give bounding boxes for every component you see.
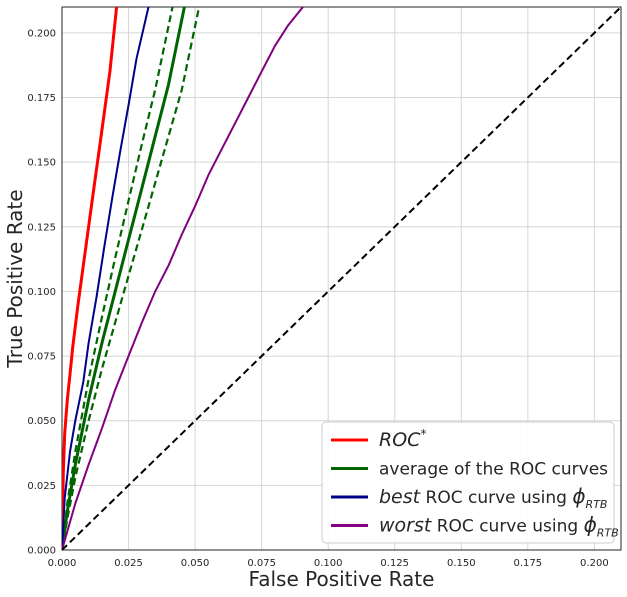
legend-box [321, 421, 615, 544]
x-tick-label: 0.050 [181, 558, 210, 569]
series-layer [62, 7, 621, 550]
x-tick-label: 0.175 [514, 558, 543, 569]
series-line-5 [62, 7, 304, 550]
x-tick-label: 0.200 [580, 558, 609, 569]
y-tick-label: 0.050 [27, 416, 56, 427]
y-tick-label: 0.150 [27, 158, 56, 169]
x-tick-label: 0.125 [380, 558, 409, 569]
series-line-4 [62, 7, 150, 550]
legend-label-worst: worst ROC curve using ϕRTB [379, 513, 619, 540]
x-tick-label: 0.025 [114, 558, 143, 569]
plot-frame [61, 6, 622, 551]
y-axis-title: True Positive Rate [3, 189, 27, 368]
grid-lines [61, 7, 621, 551]
x-tick-label: 0.150 [447, 558, 476, 569]
legend: ROC* average of the ROC curves best ROC cu… [321, 421, 619, 544]
legend-label-roc-star: ROC* [379, 427, 426, 451]
y-tick-label: 0.200 [27, 28, 56, 39]
y-tick-label: 0.100 [27, 287, 56, 298]
series-line-0 [62, 7, 119, 550]
y-tick-labels: 0.000 0.025 0.050 0.075 0.100 0.125 0.150 0.175… [27, 28, 56, 556]
x-tick-label: 0.000 [48, 558, 77, 569]
y-tick-label: 0.000 [27, 546, 56, 557]
y-tick-label: 0.125 [27, 222, 56, 233]
series-line-6 [62, 7, 621, 550]
y-tick-label: 0.025 [27, 481, 56, 492]
y-tick-label: 0.075 [27, 352, 56, 363]
y-tick-label: 0.175 [27, 93, 56, 104]
series-line-2 [62, 7, 174, 550]
x-tick-label: 0.075 [247, 558, 276, 569]
x-tick-label: 0.100 [314, 558, 343, 569]
series-line-3 [62, 7, 201, 550]
series-line-1 [62, 7, 186, 550]
x-tick-labels: 0.000 0.025 0.050 0.075 0.100 0.125 0.150 0.175… [48, 558, 609, 569]
legend-label-average: average of the ROC curves [379, 460, 608, 480]
legend-label-best: best ROC curve using ϕRTB [379, 484, 607, 511]
x-axis-title: False Positive Rate [249, 567, 435, 591]
